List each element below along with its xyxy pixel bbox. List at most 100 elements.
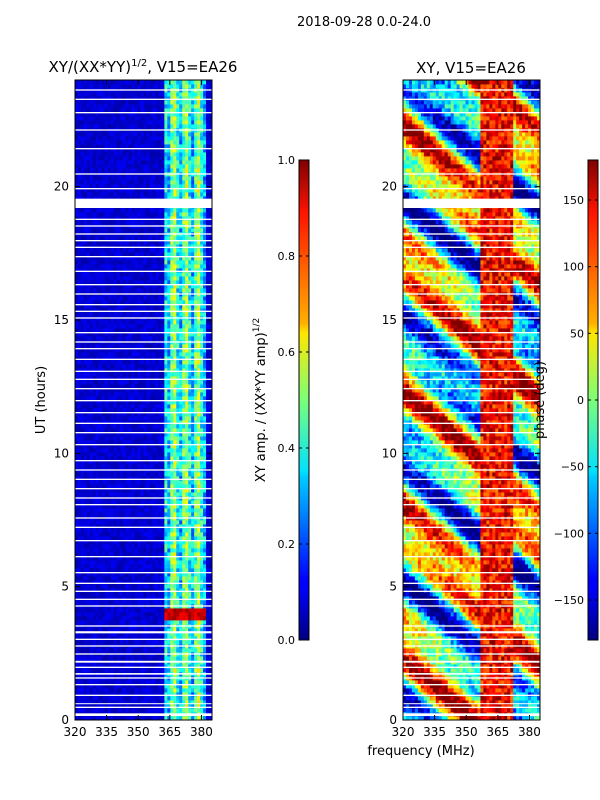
colorbar-tick-label: 50 (570, 327, 584, 340)
flagged-interval (75, 444, 212, 446)
flagged-interval (75, 469, 212, 471)
flagged-interval (75, 173, 212, 175)
flagged-interval (403, 517, 540, 519)
colorbar-tick-label: 150 (563, 194, 584, 207)
y-tick-label: 5 (389, 580, 397, 594)
flagged-interval (403, 218, 540, 220)
flagged-interval (403, 98, 540, 100)
flagged-interval (75, 582, 212, 584)
flagged-interval (403, 504, 540, 506)
flagged-interval (75, 556, 212, 558)
amplitude-colorbar-gradient (298, 159, 310, 641)
y-axis-label: UT (hours) (34, 366, 49, 434)
flagged-interval (75, 706, 212, 708)
flagged-interval (75, 625, 212, 627)
y-tick-label: 10 (382, 446, 397, 460)
flagged-interval (403, 240, 540, 242)
x-tick-label: 320 (392, 725, 415, 739)
flagged-interval (403, 706, 540, 708)
phase-colorbar: −150 −100 −50 0 50 100 150 phase (deg) (533, 159, 599, 641)
flagged-interval (75, 256, 212, 258)
x-tick-label: 365 (158, 725, 181, 739)
flagged-interval (403, 188, 540, 190)
flagged-interval (403, 684, 540, 686)
amplitude-colorbar-ticks: 0.0 0.2 0.4 0.6 0.8 1.0 (278, 154, 309, 647)
flagged-interval (403, 225, 540, 227)
flagged-interval (75, 304, 212, 306)
flagged-interval (403, 469, 540, 471)
flagged-interval (403, 173, 540, 175)
flagged-interval (75, 422, 212, 424)
flagged-interval (75, 284, 212, 286)
flagged-interval (403, 246, 540, 248)
flagged-interval (75, 89, 212, 91)
flagged-interval (403, 605, 540, 607)
flagged-interval (75, 198, 212, 208)
flagged-interval (75, 590, 212, 592)
phase-plot-frame (402, 79, 541, 721)
flagged-interval (403, 488, 540, 490)
flagged-interval (403, 460, 540, 462)
flagged-interval (75, 497, 212, 499)
flagged-interval (403, 358, 540, 360)
flagged-interval (75, 703, 212, 705)
flagged-interval (403, 112, 540, 114)
phase-colorbar-ticks: −150 −100 −50 0 50 100 150 (554, 194, 598, 607)
x-tick-label: 365 (486, 725, 509, 739)
flagged-interval (75, 218, 212, 220)
flagged-interval (403, 422, 540, 424)
flagged-interval (75, 504, 212, 506)
flagged-interval (75, 412, 212, 414)
flagged-interval (75, 233, 212, 235)
figure-suptitle: 2018-09-28 0.0-24.0 (297, 15, 431, 30)
colorbar-tick-label: 0.8 (278, 250, 296, 263)
flagged-interval (403, 256, 540, 258)
flagged-interval (403, 412, 540, 414)
flagged-interval (403, 572, 540, 574)
flagged-interval (403, 304, 540, 306)
x-tick-label: 350 (455, 725, 478, 739)
flagged-interval (75, 660, 212, 663)
amplitude-axes: 320 335 350 365 380 0 5 10 15 20 (54, 80, 213, 739)
flagged-interval (403, 638, 540, 640)
phase-panel: XY, V15=EA26 320 335 350 365 380 0 5 10 15 20 (382, 59, 541, 739)
flagged-interval (403, 284, 540, 286)
colorbar-tick-label: −150 (554, 594, 584, 607)
phase-heatmap (403, 80, 540, 720)
amplitude-panel-title: XY/(XX*YY)1/2, V15=EA26 (49, 58, 238, 76)
flagged-interval (75, 598, 212, 600)
flagged-interval (403, 198, 540, 208)
flagged-interval (403, 556, 540, 558)
amplitude-colorbar-label: XY amp. / (XX*YY amp)1/2 (252, 318, 269, 482)
flagged-interval (403, 713, 540, 716)
colorbar-tick-label: 1.0 (278, 154, 296, 167)
colorbar-tick-label: 0.4 (278, 442, 296, 455)
flagged-interval (403, 378, 540, 380)
flagged-interval (75, 677, 212, 679)
flagged-interval (75, 400, 212, 402)
flagged-interval (403, 497, 540, 499)
flagged-interval (75, 293, 212, 295)
flagged-interval (403, 673, 540, 675)
flagged-interval (75, 378, 212, 380)
flagged-interval (75, 240, 212, 242)
flagged-interval (75, 694, 212, 696)
y-tick-label: 5 (61, 580, 69, 594)
flagged-interval (75, 645, 212, 647)
flagged-interval (403, 582, 540, 584)
flagged-interval (403, 631, 540, 634)
colorbar-tick-label: 0 (577, 394, 584, 407)
flagged-interval (403, 370, 540, 372)
x-axis-label: frequency (MHz) (367, 744, 474, 759)
y-tick-label: 0 (389, 713, 397, 727)
y-tick-label: 10 (54, 446, 69, 460)
amplitude-panel: XY/(XX*YY)1/2, V15=EA26 320 335 350 365 380 0… (34, 58, 237, 739)
flagged-interval (75, 225, 212, 227)
y-tick-label: 15 (54, 313, 69, 327)
flagged-interval (403, 526, 540, 528)
flagged-interval (403, 432, 540, 434)
flagged-interval (403, 703, 540, 705)
flagged-interval (403, 148, 540, 150)
flagged-interval (75, 370, 212, 372)
flagged-interval (75, 605, 212, 607)
